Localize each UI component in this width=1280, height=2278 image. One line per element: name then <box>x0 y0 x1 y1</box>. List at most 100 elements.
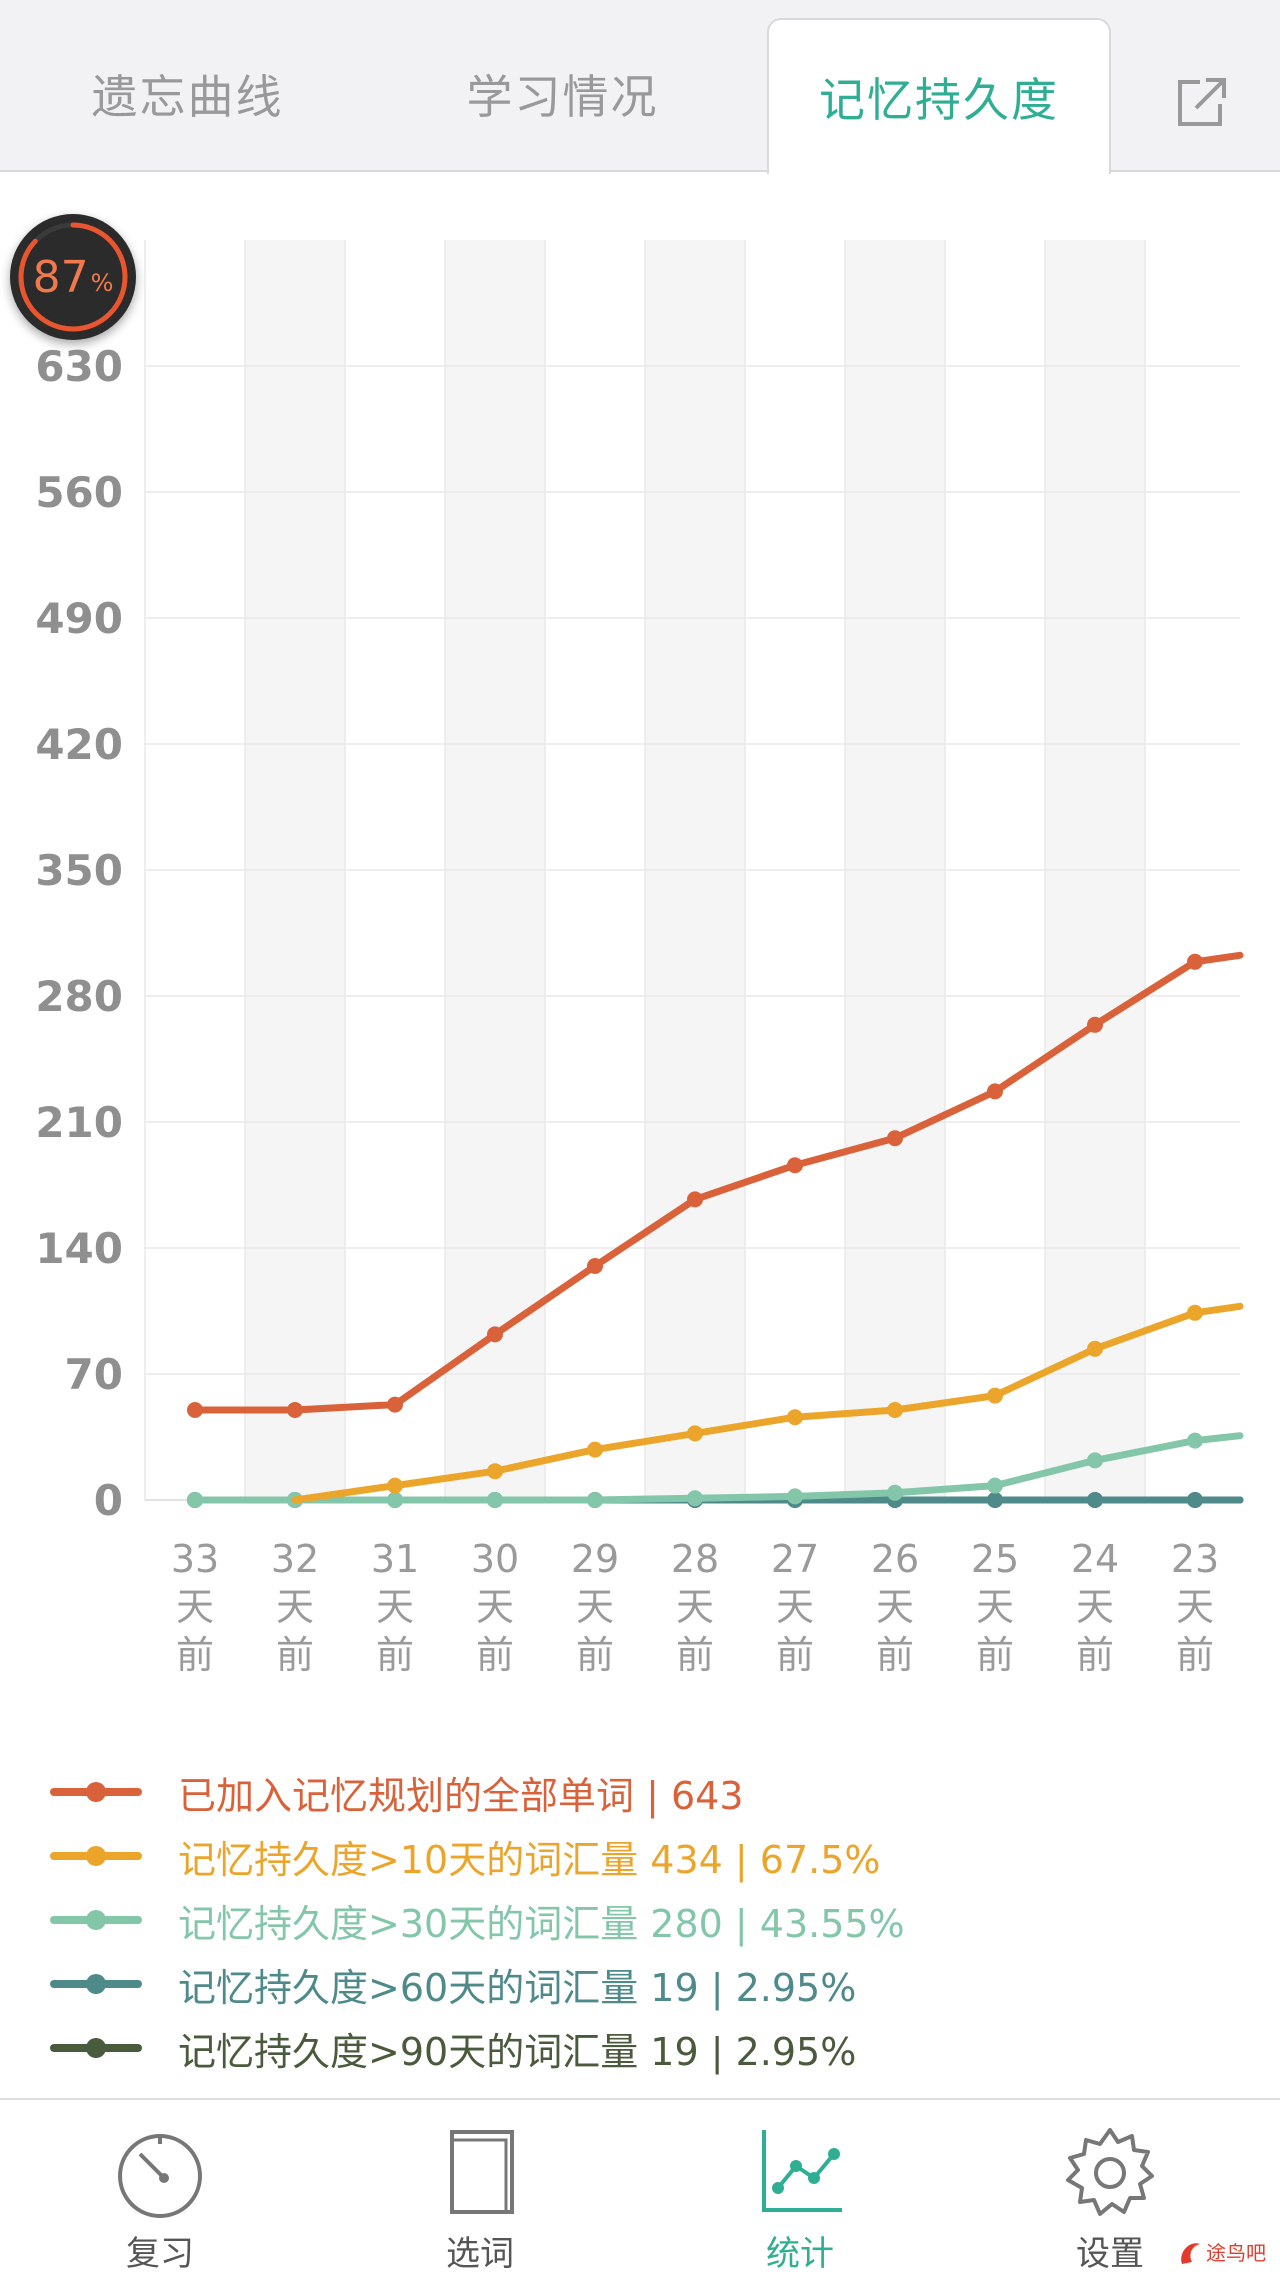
legend-swatch <box>50 1974 142 1994</box>
tab-learning-status[interactable]: 学习情况 <box>466 70 659 124</box>
nav-review[interactable]: 复习 <box>60 2100 260 2278</box>
y-tick-label: 140 <box>35 1224 123 1273</box>
book-icon <box>450 2130 514 2214</box>
data-point <box>187 1492 203 1508</box>
gear-icon <box>1066 2128 1154 2216</box>
data-point <box>687 1191 703 1208</box>
data-point <box>887 1484 903 1501</box>
tab-memory-durability[interactable]: 记忆持久度 <box>767 18 1111 174</box>
data-point <box>487 1326 503 1343</box>
x-tick-label: 前 <box>276 1633 314 1677</box>
x-tick-label: 天 <box>476 1585 514 1629</box>
progress-badge: 87% <box>10 214 136 340</box>
data-point <box>1087 1452 1103 1469</box>
data-point <box>987 1387 1003 1404</box>
stopwatch-icon <box>118 2134 202 2218</box>
share-icon <box>1178 78 1226 126</box>
y-tick-label: 210 <box>35 1098 123 1147</box>
series-line <box>191 1432 1244 1504</box>
x-tick-label: 天 <box>576 1585 614 1629</box>
data-point <box>487 1492 503 1508</box>
data-point <box>1187 1304 1203 1321</box>
y-tick-label: 280 <box>35 972 123 1021</box>
legend-item: 已加入记忆规划的全部单词 | 643 <box>50 1760 1250 1824</box>
share-button[interactable] <box>1170 72 1230 132</box>
y-tick-label: 420 <box>35 720 123 769</box>
legend-label: 记忆持久度>10天的词汇量 434 | 67.5% <box>178 1837 881 1882</box>
x-tick-label: 前 <box>776 1633 814 1677</box>
data-point <box>987 1492 1003 1508</box>
data-point <box>687 1425 703 1442</box>
x-tick-label: 23 <box>1171 1537 1219 1581</box>
x-tick-label: 25 <box>971 1537 1019 1581</box>
nav-select-words[interactable]: 选词 <box>380 2100 580 2278</box>
data-point <box>987 1477 1003 1494</box>
progress-value: 87% <box>32 251 114 303</box>
data-point <box>1187 1432 1203 1449</box>
series-line <box>191 951 1244 1414</box>
data-point <box>987 1083 1003 1100</box>
nav-label: 选词 <box>446 2234 514 2274</box>
y-tick-label: 0 <box>94 1476 123 1525</box>
legend-swatch <box>50 1782 142 1802</box>
data-point <box>387 1492 403 1508</box>
tab-forgetting-curve[interactable]: 遗忘曲线 <box>91 70 284 124</box>
x-tick-label: 前 <box>676 1633 714 1677</box>
x-tick-label: 28 <box>671 1537 719 1581</box>
data-point <box>1087 1016 1103 1033</box>
x-tick-label: 前 <box>476 1633 514 1677</box>
progress-ring <box>18 222 128 332</box>
chart-legend: 已加入记忆规划的全部单词 | 643 记忆持久度>10天的词汇量 434 | 6… <box>50 1760 1250 2080</box>
x-tick-label: 天 <box>1076 1585 1114 1629</box>
x-tick-label: 31 <box>371 1537 419 1581</box>
x-tick-label: 26 <box>871 1537 919 1581</box>
x-tick-label: 天 <box>376 1585 414 1629</box>
x-tick-label: 天 <box>976 1585 1014 1629</box>
x-tick-label: 天 <box>776 1585 814 1629</box>
x-tick-label: 前 <box>876 1633 914 1677</box>
nav-statistics[interactable]: 统计 <box>700 2100 900 2278</box>
x-tick-label: 前 <box>576 1633 614 1677</box>
x-tick-label: 32 <box>271 1537 319 1581</box>
legend-label: 记忆持久度>90天的词汇量 19 | 2.95% <box>178 2029 857 2074</box>
x-tick-label: 天 <box>276 1585 314 1629</box>
data-point <box>687 1490 703 1507</box>
nav-settings[interactable]: 设置 <box>1010 2100 1210 2278</box>
legend-item: 记忆持久度>10天的词汇量 434 | 67.5% <box>50 1824 1250 1888</box>
y-tick-label: 560 <box>35 468 123 517</box>
x-tick-label: 30 <box>471 1537 519 1581</box>
x-tick-label: 天 <box>676 1585 714 1629</box>
data-point <box>787 1157 803 1174</box>
data-point <box>387 1477 403 1494</box>
data-point <box>1087 1492 1103 1508</box>
y-tick-label: 350 <box>35 846 123 895</box>
x-tick-label: 33 <box>171 1537 219 1581</box>
legend-swatch <box>50 1846 142 1866</box>
watermark-logo: 途鸟吧 <box>1176 2234 1276 2272</box>
bottom-nav: 复习 选词 统计 设置 <box>0 2098 1280 2278</box>
legend-swatch <box>50 2038 142 2058</box>
data-point <box>587 1441 603 1458</box>
x-tick-label: 天 <box>1176 1585 1214 1629</box>
data-point <box>887 1130 903 1147</box>
legend-item: 记忆持久度>30天的词汇量 280 | 43.55% <box>50 1888 1250 1952</box>
data-point <box>387 1396 403 1413</box>
data-point <box>787 1488 803 1505</box>
x-tick-label: 前 <box>976 1633 1014 1677</box>
data-point <box>187 1402 203 1418</box>
chart-icon <box>762 2130 842 2212</box>
x-tick-label: 天 <box>876 1585 914 1629</box>
legend-swatch <box>50 1910 142 1930</box>
memory-durability-chart: 07014021028035042049056063033天前32天前31天前3… <box>35 240 1244 1677</box>
x-tick-label: 前 <box>1076 1633 1114 1677</box>
y-tick-label: 630 <box>35 342 123 391</box>
data-point <box>787 1409 803 1426</box>
nav-label: 统计 <box>766 2234 834 2274</box>
legend-label: 记忆持久度>30天的词汇量 280 | 43.55% <box>178 1901 905 1946</box>
x-tick-label: 天 <box>176 1585 214 1629</box>
data-point <box>1187 1492 1203 1508</box>
x-tick-label: 29 <box>571 1537 619 1581</box>
data-point <box>1087 1340 1103 1357</box>
x-tick-label: 24 <box>1071 1537 1119 1581</box>
x-tick-label: 前 <box>376 1633 414 1677</box>
